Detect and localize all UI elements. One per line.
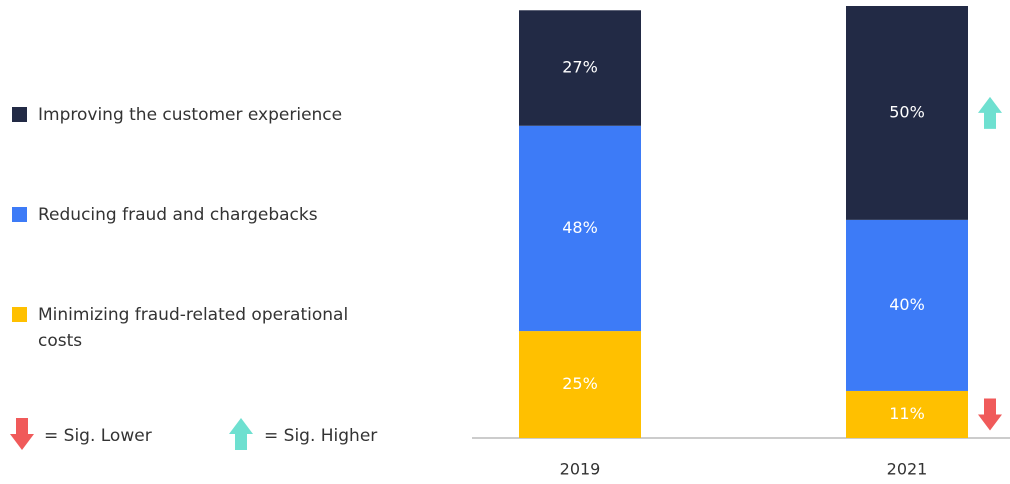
bar-segment <box>519 125 641 332</box>
legend-swatch <box>12 207 27 222</box>
sig-legend-label: = Sig. Lower <box>44 426 152 446</box>
value-label: 27% <box>562 58 598 77</box>
value-label: 11% <box>889 404 925 423</box>
bar-segment <box>846 219 968 391</box>
x-tick-label: 2019 <box>560 460 601 479</box>
legend-item: Minimizing fraud-related operational cos… <box>12 302 393 354</box>
bar-segment <box>846 6 968 220</box>
legend-swatch <box>12 307 27 322</box>
legend-label: Minimizing fraud-related operational cos… <box>38 305 349 351</box>
value-label: 50% <box>889 102 925 121</box>
value-label: 25% <box>562 374 598 393</box>
bar-segment <box>519 331 641 438</box>
sig-legend-label: = Sig. Higher <box>264 426 377 446</box>
sig-arrow <box>978 398 1002 431</box>
sig-arrow <box>978 96 1002 129</box>
value-label: 40% <box>889 295 925 314</box>
legend-label: Improving the customer experience <box>38 105 343 125</box>
sig-legend-arrow <box>10 418 34 450</box>
legend-label: Reducing fraud and chargebacks <box>38 205 318 225</box>
bar-segment <box>519 10 641 126</box>
x-tick-label: 2021 <box>887 460 928 479</box>
value-label: 48% <box>562 218 598 237</box>
legend-item: Improving the customer experience <box>12 102 393 128</box>
legend-item: Reducing fraud and chargebacks <box>12 202 393 228</box>
bar-segment <box>846 390 968 438</box>
legend-swatch <box>12 107 27 122</box>
sig-legend-arrow <box>229 418 253 450</box>
